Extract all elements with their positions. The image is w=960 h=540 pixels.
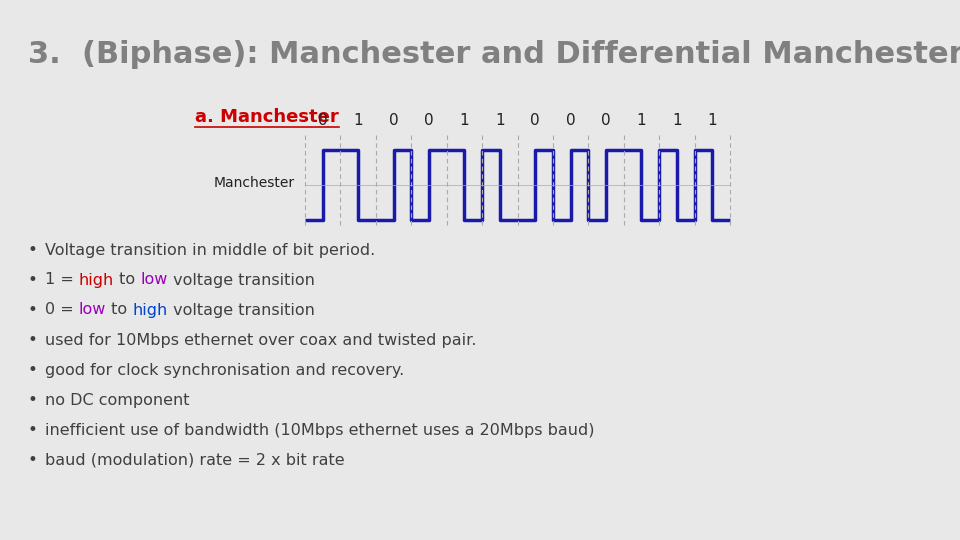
Text: 0: 0: [601, 113, 611, 128]
Text: voltage transition: voltage transition: [168, 273, 315, 287]
Text: 0: 0: [389, 113, 398, 128]
Text: 1: 1: [353, 113, 363, 128]
Text: •: •: [27, 361, 36, 379]
Text: 0 =: 0 =: [45, 302, 79, 318]
Text: high: high: [132, 302, 168, 318]
Text: 1: 1: [672, 113, 682, 128]
Text: 3.  (Biphase): Manchester and Differential Manchester: 3. (Biphase): Manchester and Differentia…: [28, 40, 960, 69]
Text: to: to: [107, 302, 132, 318]
Text: no DC component: no DC component: [45, 393, 189, 408]
Text: •: •: [27, 271, 36, 289]
Text: high: high: [79, 273, 114, 287]
Text: baud (modulation) rate = 2 x bit rate: baud (modulation) rate = 2 x bit rate: [45, 453, 345, 468]
Text: •: •: [27, 421, 36, 439]
Text: low: low: [140, 273, 168, 287]
Text: to: to: [114, 273, 140, 287]
Text: 1: 1: [636, 113, 646, 128]
Text: 0: 0: [318, 113, 327, 128]
Text: 0: 0: [424, 113, 434, 128]
Text: •: •: [27, 241, 36, 259]
Text: 0: 0: [565, 113, 575, 128]
Text: a. Manchester: a. Manchester: [195, 108, 339, 126]
Text: used for 10Mbps ethernet over coax and twisted pair.: used for 10Mbps ethernet over coax and t…: [45, 333, 476, 348]
Text: voltage transition: voltage transition: [168, 302, 315, 318]
Text: •: •: [27, 331, 36, 349]
Text: 1 =: 1 =: [45, 273, 79, 287]
Text: •: •: [27, 391, 36, 409]
Text: Voltage transition in middle of bit period.: Voltage transition in middle of bit peri…: [45, 242, 375, 258]
Text: Manchester: Manchester: [214, 176, 295, 190]
Text: low: low: [79, 302, 107, 318]
Text: inefficient use of bandwidth (10Mbps ethernet uses a 20Mbps baud): inefficient use of bandwidth (10Mbps eth…: [45, 422, 594, 437]
Text: good for clock synchronisation and recovery.: good for clock synchronisation and recov…: [45, 362, 404, 377]
Text: 1: 1: [708, 113, 717, 128]
Text: 0: 0: [530, 113, 540, 128]
Text: •: •: [27, 301, 36, 319]
Text: 1: 1: [495, 113, 505, 128]
Text: 1: 1: [460, 113, 469, 128]
Text: •: •: [27, 451, 36, 469]
